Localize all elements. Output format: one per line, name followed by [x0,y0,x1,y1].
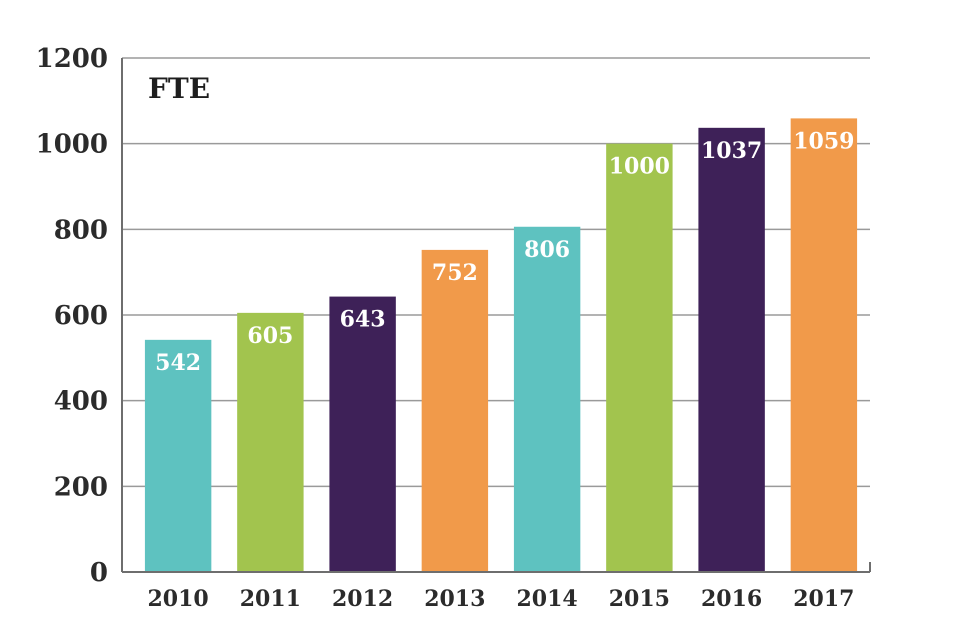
axes: 0 200 400 600 800 1000 1200 2010 2011 2012 2013 201… [36,44,871,612]
bar [513,226,581,572]
x-tick-label: 2010 [148,586,209,612]
bar-data-label: 643 [340,307,386,333]
x-tick-label: 2012 [332,586,393,612]
x-tick-label: 2017 [793,586,854,612]
bars: 542 605 643 752 806 1000 1037 1059 [144,118,858,573]
bar [237,312,304,572]
chart-title: FTE [148,72,210,105]
x-tick-label: 2011 [240,586,301,612]
y-tick-label: 600 [54,301,108,331]
y-tick-label: 800 [54,215,108,245]
x-tick-label: 2015 [609,586,670,612]
y-tick-label: 1000 [36,130,108,160]
bar-data-label: 806 [524,237,570,263]
bar [790,118,858,573]
bar-data-label: 1037 [701,138,762,164]
x-tick-label: 2013 [424,586,485,612]
bar-data-label: 542 [155,350,201,376]
bar [144,339,212,572]
bar [421,249,489,573]
y-tick-label: 1200 [36,44,108,74]
y-tick-label: 400 [54,387,108,417]
bar-data-label: 605 [247,323,293,349]
bar-data-label: 1000 [609,154,670,180]
bar [329,296,396,572]
y-tick-label: 200 [54,472,108,502]
x-tick-label: 2016 [701,586,762,612]
x-tick-label: 2014 [517,586,578,612]
bar [698,127,765,573]
y-tick-label: 0 [90,558,108,588]
bar-data-label: 752 [432,260,478,286]
bar [606,143,673,572]
bar-data-label: 1059 [793,128,854,154]
